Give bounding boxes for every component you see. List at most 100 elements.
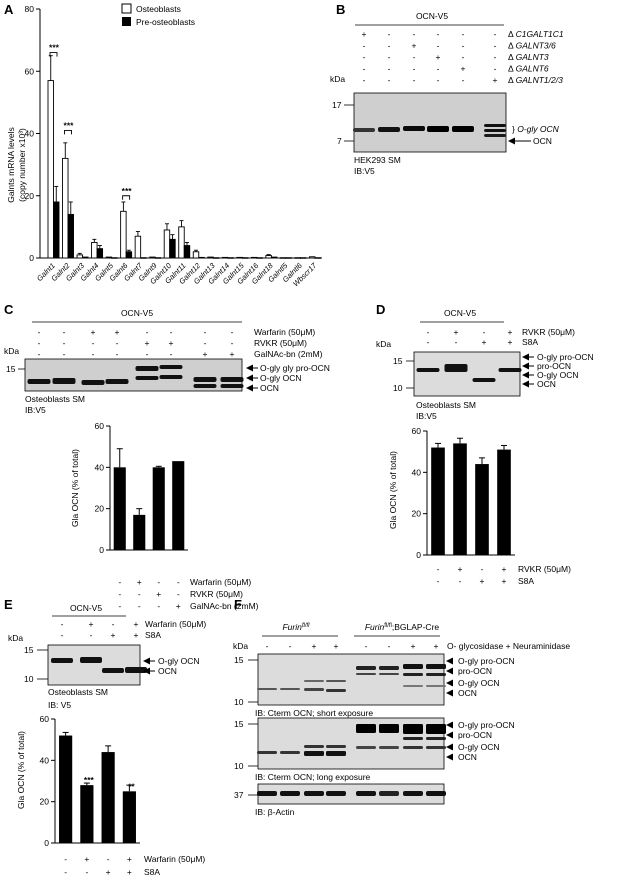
bar [113,467,126,550]
blot-band [403,685,423,687]
panel-c: C OCN-V5 - - + + - - - - Warfarin (50μM)- - - - + + - -… [4,302,330,611]
panel-b-bands [353,124,506,137]
blot-band [257,751,277,754]
sign-cell: - [413,64,416,74]
blot-band [220,377,244,382]
panel-b-blot [353,92,507,153]
sign-cell: - [455,337,458,347]
blot-band-actin [304,791,324,796]
sign-cell: - [462,41,465,51]
panel-b-label-ocn: OCN [533,136,552,146]
sign-cell: + [502,564,507,574]
sign-cell: - [459,576,462,586]
panel-e-caption1: Osteoblasts SM [48,687,108,697]
blot-band [426,724,446,734]
blot-band [403,673,423,676]
blot-band [379,673,399,675]
ytick-label: 40 [95,462,105,472]
sign-cell: - [118,589,121,599]
sign-cell: - [231,338,234,348]
band-label: O-gly pro-OCN [537,352,594,362]
blot-band [280,688,300,690]
panel-f-group1: Furinfl/fl [282,622,310,632]
panel-d-marker-15: 15 [393,356,403,366]
blot-band [125,667,147,673]
panel-d-caption2: IB:V5 [416,411,437,421]
panel-b-kda: kDa [330,74,345,84]
panel-f-caption-actin: IB: β-Actin [255,807,295,817]
panel-b-arrow-ocn [508,137,515,145]
band-label: O-gly pro-OCN [458,720,515,730]
blot-band [304,745,324,748]
panel-e: E OCN-V5 - + - + Warfarin (50μM)- - + + S8A kDa … [4,597,206,877]
bar [453,443,467,555]
band-arrow [446,667,453,675]
panel-a-ytick-label: 80 [25,4,35,14]
blot-band [426,746,446,749]
panel-c-caption1: Osteoblasts SM [25,394,85,404]
sign-cell: + [134,619,139,629]
band-arrow [246,384,253,392]
bar-Galnt3-osteoblasts [76,254,84,259]
blot-band [52,378,76,384]
panel-f-marker-15a: 15 [234,655,244,665]
bar-Galnt10-pre-osteoblasts [169,238,176,259]
sign-cell: - [118,601,121,611]
panel-d-chart: 0 20 40 60 - + - + RVKR (50μM) - - + + S8A [412,426,572,586]
sign-cell: + [127,867,132,877]
band-label: O-gly OCN [458,742,500,752]
blot-band [356,746,376,749]
band-arrow [446,679,453,687]
blot-band [80,657,102,663]
bar-Galnt10-osteoblasts [163,229,171,259]
blot-band [135,376,159,380]
sign-row-label: GalNAc-bn (2mM) [254,349,323,359]
sign-cell: - [231,327,234,337]
panel-d-caption1: Osteoblasts SM [416,400,476,410]
panel-e-kda: kDa [8,633,23,643]
band-label: pro-OCN [537,361,571,371]
sign-cell: - [437,564,440,574]
panel-e-construct: OCN-V5 [70,603,102,613]
bar-Galnt7-pre-osteoblasts [140,257,147,259]
blot-band [452,126,474,132]
panel-c-marker-15: 15 [6,364,16,374]
bar-Galnt9-pre-osteoblasts [154,257,162,259]
ytick-label: 0 [99,545,104,555]
sign-cell: - [437,29,440,39]
ytick-label: 40 [40,755,50,765]
condition-label: S8A [518,576,534,586]
sign-cell: - [170,349,173,359]
sign-cell: - [204,338,207,348]
sign-cell: + [169,338,174,348]
bar-Galnt14-pre-osteoblasts [227,257,234,259]
blot-band-actin [379,791,399,796]
bar-Galnt1-pre-osteoblasts [53,201,60,259]
blot-band [426,737,446,740]
blot-band [416,368,440,372]
sign-cell: - [388,52,391,62]
sign-cell: - [177,577,180,587]
panel-f-marker-10b: 10 [234,761,244,771]
bar-Galnt11-osteoblasts [178,226,185,259]
sign-cell: - [90,630,93,640]
significance-marker: *** [122,186,133,196]
bar-Galnt5-pre-osteoblasts [111,257,118,259]
sign-cell: + [312,641,317,651]
sign-cell: - [494,64,497,74]
sign-cell: - [388,75,391,85]
bar [172,461,185,550]
sign-row-label: S8A [522,337,538,347]
panel-b-label-ogly: } O-gly OCN [512,124,560,134]
blot-band [378,127,400,132]
panel-b-caption1: HEK293 SM [354,155,401,165]
bar-Galnt7-osteoblasts [134,235,142,259]
panel-e-blot [47,644,141,686]
panel-e-sign-grid: - + - + Warfarin (50μM)- - + + S8A [61,619,207,640]
panel-d: D OCN-V5 - + - + RVKR (50μM)- - + + S8A kDa 15 1… [376,302,594,586]
sign-cell: - [494,41,497,51]
sign-cell: - [437,75,440,85]
